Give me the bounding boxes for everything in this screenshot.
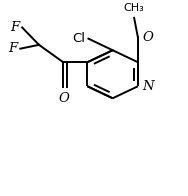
Text: N: N [143, 80, 154, 93]
Text: CH₃: CH₃ [124, 3, 145, 13]
Text: F: F [8, 42, 17, 55]
Text: O: O [143, 31, 153, 44]
Text: O: O [59, 92, 70, 105]
Text: F: F [10, 21, 19, 34]
Text: Cl: Cl [73, 32, 86, 45]
